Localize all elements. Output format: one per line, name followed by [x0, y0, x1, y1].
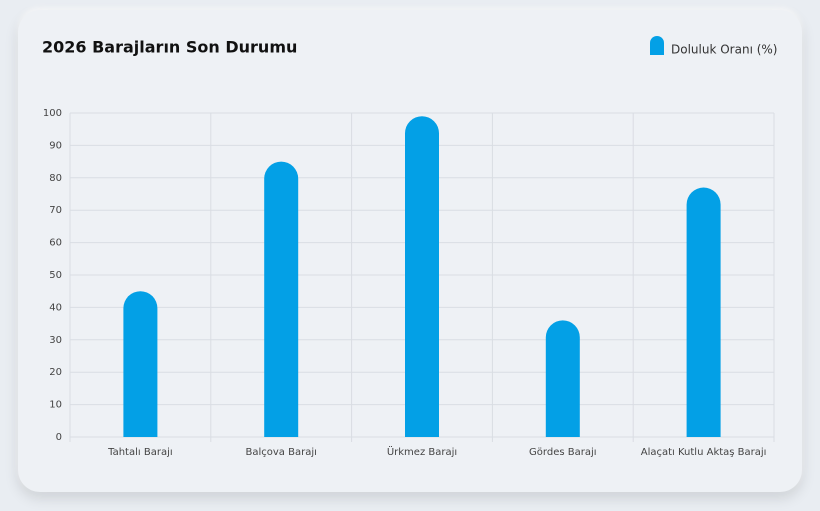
y-tick-label: 40: [49, 302, 62, 313]
y-tick-label: 60: [49, 238, 62, 249]
y-tick-label: 90: [49, 140, 62, 151]
legend-swatch: [650, 36, 664, 55]
bar: [686, 187, 721, 437]
x-tick-label: Tahtalı Barajı: [107, 447, 173, 458]
bar: [545, 320, 580, 437]
chart-title: 2026 Barajların Son Durumu: [42, 38, 297, 57]
y-tick-label: 10: [49, 400, 62, 411]
x-tick-label: Alaçatı Kutlu Aktaş Barajı: [641, 447, 767, 458]
y-tick-label: 20: [49, 367, 62, 378]
y-tick-label: 0: [56, 432, 62, 443]
y-tick-label: 30: [49, 335, 62, 346]
bar: [123, 291, 158, 437]
bar: [405, 116, 439, 438]
bar: [264, 161, 299, 437]
y-tick-label: 100: [43, 108, 62, 119]
x-tick-label: Gördes Barajı: [529, 447, 596, 458]
x-tick-label: Balçova Barajı: [245, 447, 316, 458]
x-tick-label: Ürkmez Barajı: [387, 445, 457, 458]
legend-label: Doluluk Oranı (%): [671, 43, 777, 57]
y-tick-label: 50: [49, 270, 62, 281]
y-tick-label: 80: [49, 173, 62, 184]
y-tick-label: 70: [49, 205, 62, 216]
